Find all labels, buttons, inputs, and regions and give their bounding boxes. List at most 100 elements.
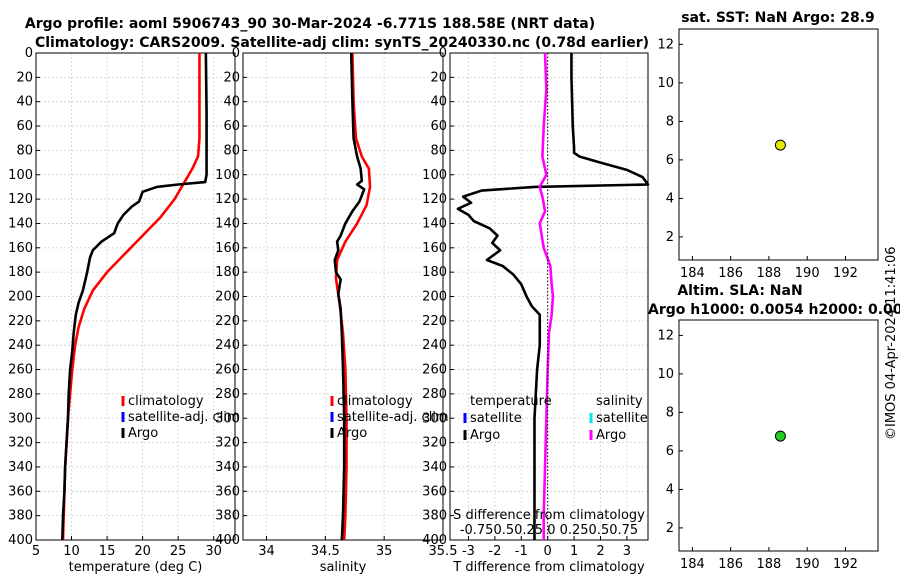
temperature-ytick-label: 240 (8, 338, 33, 353)
salinity-ytick-label: 160 (215, 241, 240, 256)
difference-ytick-label: 100 (422, 168, 447, 183)
temperature-ytick-label: 400 (8, 533, 33, 548)
salinity-ytick-label: 40 (223, 95, 240, 110)
difference-s-label: S difference from climatology (453, 508, 645, 523)
difference-legend-label: Argo (596, 428, 626, 443)
difference-xtick-label: 3 (623, 544, 631, 559)
salinity-ytick-label: 260 (215, 363, 240, 378)
salinity-legend-label: Argo (337, 426, 367, 441)
temperature-xtick-label: 15 (99, 544, 116, 559)
sla-xtick-label: 192 (833, 557, 858, 572)
temperature-xtick-label: 10 (63, 544, 80, 559)
difference-ytick-label: 180 (422, 265, 447, 280)
difference-xtick-label: 0 (544, 544, 552, 559)
temperature-ytick-label: 140 (8, 216, 33, 231)
temperature-ytick-label: 100 (8, 168, 33, 183)
difference-legend-label: Argo (470, 428, 500, 443)
salinity-legend-label: climatology (337, 394, 413, 409)
salinity-xtick-label: 34.5 (311, 544, 340, 559)
temperature-ytick-label: 40 (16, 95, 33, 110)
sst-ytick-label: 2 (666, 230, 674, 245)
salinity-ytick-label: 200 (215, 290, 240, 305)
temperature-ytick-label: 200 (8, 290, 33, 305)
sst-xtick-label: 188 (757, 266, 782, 281)
difference-xlabel: T difference from climatology (452, 560, 645, 575)
temperature-ytick-label: 340 (8, 460, 33, 475)
sla-title-line1: Altim. SLA: NaN (677, 283, 802, 299)
temperature-xlabel: temperature (deg C) (69, 560, 203, 575)
salinity-ytick-label: 100 (215, 168, 240, 183)
salinity-ytick-label: 400 (215, 533, 240, 548)
temperature-xtick-label: 25 (170, 544, 187, 559)
difference-legend-temp-header: temperature (470, 394, 552, 409)
salinity-xtick-label: 35 (376, 544, 393, 559)
difference-ytick-label: 200 (422, 290, 447, 305)
difference-ytick-label: 160 (422, 241, 447, 256)
salinity-ytick-label: 20 (223, 70, 240, 85)
sst-ytick-label: 8 (666, 114, 674, 129)
temperature-xtick-label: 5 (32, 544, 40, 559)
sla-xtick-label: 190 (795, 557, 820, 572)
figure-title-line1: Argo profile: aoml 5906743_90 30-Mar-202… (25, 16, 595, 32)
difference-xtick-label: -3 (462, 544, 475, 559)
sst-title: sat. SST: NaN Argo: 28.9 (681, 10, 875, 26)
salinity-ytick-label: 280 (215, 387, 240, 402)
difference-ytick-label: 360 (422, 484, 447, 499)
salinity-ytick-label: 300 (215, 411, 240, 426)
sla-ytick-label: 2 (666, 521, 674, 536)
sst-ytick-label: 10 (657, 76, 674, 91)
salinity-xtick-label: 34 (258, 544, 275, 559)
salinity-ytick-label: 60 (223, 119, 240, 134)
temperature-ytick-label: 20 (16, 70, 33, 85)
difference-xtick-label: 1 (570, 544, 578, 559)
temperature-ytick-label: 220 (8, 314, 33, 329)
temperature-legend-label: Argo (128, 426, 158, 441)
difference-ytick-label: 340 (422, 460, 447, 475)
difference-ytick-label: 40 (430, 95, 447, 110)
difference-ytick-label: 220 (422, 314, 447, 329)
difference-ytick-label: 280 (422, 387, 447, 402)
watermark: ©IMOS 04-Apr-2024 11:41:06 (884, 246, 899, 440)
salinity-ytick-label: 340 (215, 460, 240, 475)
temperature-ytick-label: 0 (25, 46, 33, 61)
temperature-legend-label: satellite-adj. clim (128, 410, 240, 425)
temperature-ytick-label: 180 (8, 265, 33, 280)
temperature-ytick-label: 60 (16, 119, 33, 134)
sst-xtick-label: 184 (680, 266, 705, 281)
sla-ytick-label: 4 (666, 482, 674, 497)
sla-xtick-label: 188 (757, 557, 782, 572)
salinity-xtick-label: 35.5 (429, 544, 458, 559)
sla-xtick-label: 184 (680, 557, 705, 572)
temperature-ytick-label: 360 (8, 484, 33, 499)
sla-axes (678, 319, 879, 552)
sla-point (774, 430, 786, 442)
sla-title-line2: Argo h1000: 0.0054 h2000: 0.0073 (648, 302, 900, 318)
salinity-ytick-label: 0 (232, 46, 240, 61)
temperature-ytick-label: 280 (8, 387, 33, 402)
difference-ytick-label: 60 (430, 119, 447, 134)
sst-ytick-label: 4 (666, 191, 674, 206)
salinity-ytick-label: 360 (215, 484, 240, 499)
temperature-ytick-label: 320 (8, 436, 33, 451)
difference-ytick-label: 140 (422, 216, 447, 231)
difference-series-temperature-Argo (456, 53, 650, 540)
sla-xtick-label: 186 (718, 557, 743, 572)
temperature-ytick-label: 380 (8, 509, 33, 524)
difference-ytick-label: 260 (422, 363, 447, 378)
temperature-xtick-label: 20 (134, 544, 151, 559)
temperature-legend-label: climatology (128, 394, 204, 409)
sla-ytick-label: 6 (666, 444, 674, 459)
salinity-ytick-label: 240 (215, 338, 240, 353)
salinity-legend-label: satellite-adj. clim (337, 410, 449, 425)
salinity-ytick-label: 180 (215, 265, 240, 280)
sst-xtick-label: 190 (795, 266, 820, 281)
difference-ytick-label: 120 (422, 192, 447, 207)
sst-xtick-label: 192 (833, 266, 858, 281)
salinity-ytick-label: 320 (215, 436, 240, 451)
salinity-series-Argo (333, 52, 366, 541)
salinity-xlabel: salinity (320, 560, 367, 575)
difference-xtick-label: -2 (488, 544, 501, 559)
difference-ytick-label: 320 (422, 436, 447, 451)
salinity-series-climatology (334, 52, 372, 541)
